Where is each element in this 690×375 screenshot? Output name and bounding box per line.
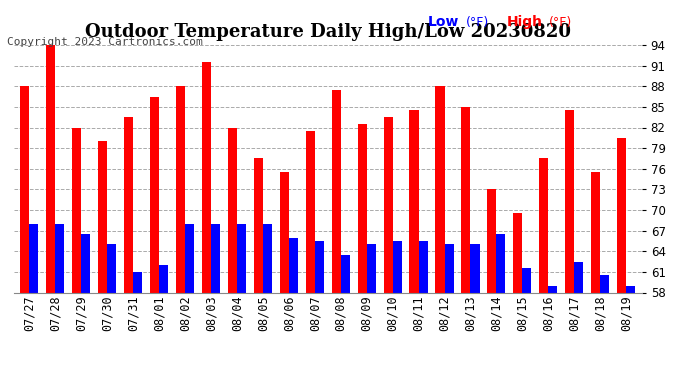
Text: Copyright 2023 Cartronics.com: Copyright 2023 Cartronics.com: [7, 37, 203, 47]
Bar: [46, 45, 55, 375]
Bar: [107, 244, 117, 375]
Bar: [315, 241, 324, 375]
Bar: [306, 131, 315, 375]
Bar: [228, 128, 237, 375]
Bar: [549, 286, 558, 375]
Bar: [617, 138, 626, 375]
Bar: [522, 268, 531, 375]
Text: (°F): (°F): [466, 16, 489, 29]
Bar: [150, 96, 159, 375]
Bar: [159, 265, 168, 375]
Bar: [366, 244, 376, 375]
Bar: [289, 237, 298, 375]
Bar: [341, 255, 350, 375]
Bar: [254, 158, 263, 375]
Bar: [444, 244, 453, 375]
Bar: [279, 172, 289, 375]
Bar: [591, 172, 600, 375]
Bar: [185, 224, 194, 375]
Bar: [513, 213, 522, 375]
Title: Outdoor Temperature Daily High/Low 20230820: Outdoor Temperature Daily High/Low 20230…: [85, 22, 571, 40]
Bar: [409, 110, 419, 375]
Bar: [419, 241, 428, 375]
Bar: [626, 286, 635, 375]
Bar: [393, 241, 402, 375]
Bar: [462, 107, 471, 375]
Bar: [435, 86, 444, 375]
Text: Low: Low: [428, 15, 459, 29]
Bar: [72, 128, 81, 375]
Bar: [384, 117, 393, 375]
Bar: [98, 141, 107, 375]
Bar: [81, 234, 90, 375]
Bar: [176, 86, 185, 375]
Bar: [357, 124, 366, 375]
Bar: [487, 189, 496, 375]
Bar: [30, 224, 39, 375]
Bar: [471, 244, 480, 375]
Text: High: High: [507, 15, 543, 29]
Bar: [565, 110, 574, 375]
Bar: [202, 62, 211, 375]
Bar: [20, 86, 30, 375]
Text: (°F): (°F): [549, 16, 572, 29]
Bar: [574, 261, 583, 375]
Bar: [539, 158, 549, 375]
Bar: [211, 224, 220, 375]
Bar: [496, 234, 506, 375]
Bar: [600, 275, 609, 375]
Bar: [237, 224, 246, 375]
Bar: [263, 224, 272, 375]
Bar: [133, 272, 142, 375]
Bar: [332, 90, 341, 375]
Bar: [55, 224, 64, 375]
Bar: [124, 117, 133, 375]
